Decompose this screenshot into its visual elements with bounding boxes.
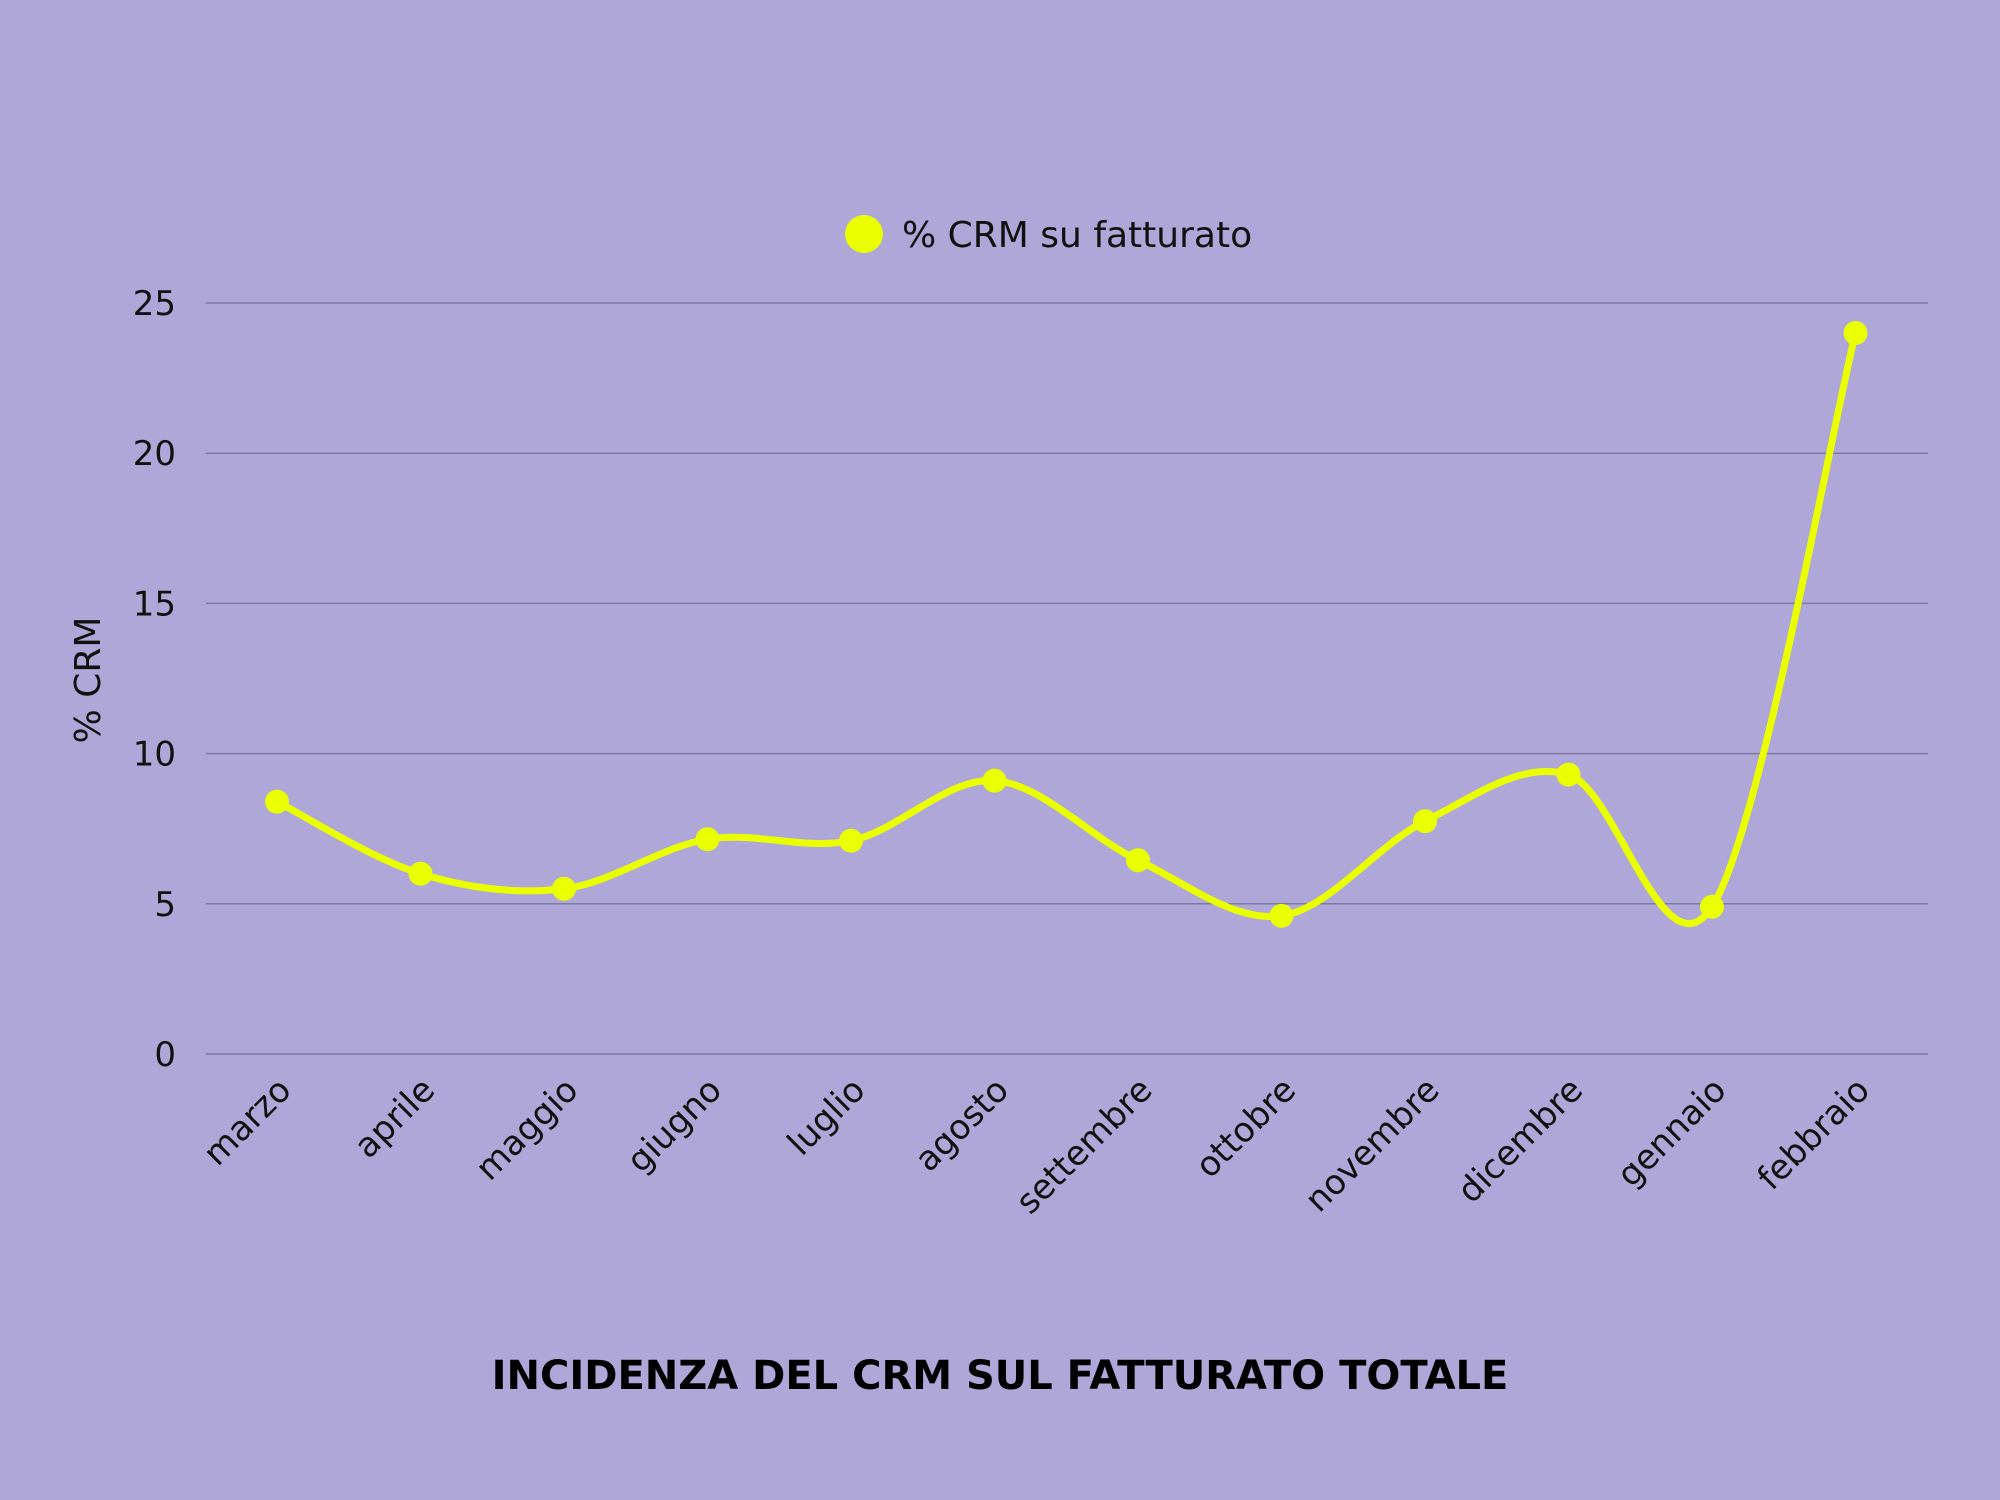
y-tick-label: 5 (154, 885, 176, 925)
gridlines (206, 302, 1928, 1055)
y-tick-label: 0 (154, 1035, 176, 1075)
y-tick-label: 25 (133, 284, 176, 324)
y-axis-ticks: 0 5 10 15 20 25 (133, 284, 176, 1075)
data-point (1269, 903, 1294, 928)
x-tick-label: dicembre (1450, 1070, 1591, 1211)
x-tick-label: agosto (907, 1070, 1017, 1180)
series-line (273, 329, 1859, 928)
data-point (1556, 762, 1581, 787)
x-axis-ticks: marzo aprile maggio giugno luglio agostosette… (196, 1070, 1878, 1222)
x-tick-label: giugno (619, 1070, 730, 1181)
x-tick-label: settembre (1008, 1070, 1160, 1222)
legend-label: % CRM su fatturato (902, 215, 1252, 256)
data-point (265, 789, 289, 814)
y-tick-label: 10 (133, 735, 176, 775)
data-point (1700, 894, 1724, 919)
y-tick-label: 15 (133, 584, 176, 624)
data-point (1413, 809, 1437, 834)
series-layer (265, 321, 1868, 928)
data-point (552, 876, 576, 901)
data-point (695, 827, 720, 852)
chart-title: INCIDENZA DEL CRM SUL FATTURATO TOTALE (492, 1353, 1509, 1399)
legend: % CRM su fatturato (845, 215, 1252, 256)
data-point (982, 768, 1007, 793)
x-tick-label: novembre (1297, 1070, 1447, 1220)
x-tick-label: marzo (196, 1070, 300, 1174)
legend-marker (845, 215, 883, 253)
x-tick-label: gennaio (1609, 1070, 1734, 1195)
x-tick-label: aprile (347, 1070, 443, 1166)
data-point (839, 828, 863, 853)
x-tick-label: maggio (468, 1070, 586, 1188)
y-axis-label: % CRM (68, 617, 109, 744)
x-tick-label: ottobre (1188, 1070, 1304, 1186)
data-point (408, 861, 433, 886)
data-point (1126, 848, 1150, 873)
y-tick-label: 20 (133, 434, 176, 474)
x-tick-label: luglio (780, 1070, 874, 1164)
x-tick-label: febbraio (1750, 1070, 1878, 1198)
data-point (1843, 321, 1868, 346)
